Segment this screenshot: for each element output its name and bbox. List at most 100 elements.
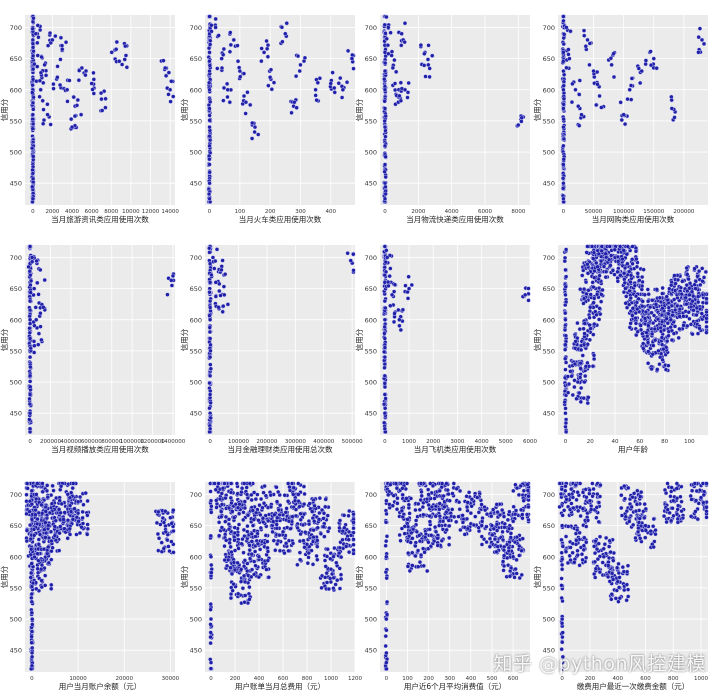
scatter-point [623, 281, 627, 285]
scatter-point [422, 564, 426, 568]
scatter-point [295, 106, 299, 110]
scatter-point [561, 106, 565, 110]
y-tick-label: 550 [10, 584, 22, 592]
scatter-point [676, 278, 680, 282]
scatter-point [27, 417, 31, 421]
scatter-point [280, 40, 284, 44]
scatter-point [383, 125, 387, 129]
scatter-point [672, 274, 676, 278]
x-tick-label: 0 [208, 439, 212, 445]
scatter-point [30, 617, 34, 621]
scatter-point [303, 492, 307, 496]
scatter-point [60, 47, 64, 51]
scatter-point [393, 312, 397, 316]
scatter-point [77, 78, 81, 82]
scatter-point [702, 42, 706, 46]
scatter-point [32, 527, 36, 531]
scatter-point [329, 580, 333, 584]
scatter-point [32, 351, 36, 355]
scatter-point [36, 53, 40, 57]
scatter-point [214, 498, 218, 502]
y-tick-label: 600 [543, 86, 555, 94]
scatter-point [26, 486, 30, 490]
scatter-point [266, 55, 270, 59]
scatter-point [405, 517, 409, 521]
scatter-point [384, 634, 388, 638]
x-axis-label: 用户年龄 [618, 444, 648, 454]
scatter-point [167, 71, 171, 75]
scatter-point [670, 106, 674, 110]
scatter-point [567, 57, 571, 61]
scatter-point [417, 533, 421, 537]
scatter-point [399, 539, 403, 543]
scatter-point [392, 494, 396, 498]
scatter-point [46, 113, 50, 117]
scatter-point [579, 400, 583, 404]
scatter-point [678, 315, 682, 319]
scatter-point [209, 504, 213, 508]
scatter-point [562, 102, 566, 106]
scatter-point [323, 505, 327, 509]
scatter-point [165, 538, 169, 542]
scatter-point [208, 336, 212, 340]
scatter-point [92, 92, 96, 96]
scatter-point [250, 498, 254, 502]
scatter-point [256, 542, 260, 546]
y-tick-label: 500 [10, 379, 22, 387]
scatter-point [76, 500, 80, 504]
scatter-point [242, 482, 246, 486]
scatter-point [30, 641, 34, 645]
scatter-point [245, 492, 249, 496]
scatter-point [34, 305, 38, 309]
scatter-point [232, 516, 236, 520]
scatter-point [76, 511, 80, 515]
scatter-point [385, 600, 389, 604]
scatter-point [303, 530, 307, 534]
scatter-point [114, 47, 118, 51]
scatter-point [437, 524, 441, 528]
scatter-point [207, 250, 211, 254]
scatter-point [651, 344, 655, 348]
scatter-point [339, 577, 343, 581]
x-axis-label: 当月金融理财类应用使用总次数 [228, 444, 333, 454]
scatter-point [613, 248, 617, 252]
scatter-point [406, 296, 410, 300]
scatter-point [92, 77, 96, 81]
y-tick-label: 650 [10, 522, 22, 530]
scatter-point [673, 324, 677, 328]
scatter-point [171, 95, 175, 99]
scatter-point [56, 64, 60, 68]
scatter-point [673, 308, 677, 312]
scatter-point [413, 544, 417, 548]
scatter-point [242, 600, 246, 604]
scatter-point [315, 98, 319, 102]
scatter-point [425, 569, 429, 573]
scatter-point [209, 367, 213, 371]
scatter-point [35, 259, 39, 263]
scatter-point [660, 313, 664, 317]
scatter-point [691, 332, 695, 336]
x-tick-label: 0 [208, 209, 212, 215]
scatter-point [237, 512, 241, 516]
scatter-point [242, 574, 246, 578]
scatter-point [660, 292, 664, 296]
scatter-point [580, 273, 584, 277]
scatter-point [39, 71, 43, 75]
scatter-point [266, 519, 270, 523]
scatter-point [419, 498, 423, 502]
scatter-point [382, 77, 386, 81]
scatter-point [327, 587, 331, 591]
scatter-point [660, 343, 664, 347]
scatter-point [582, 396, 586, 400]
scatter-point [635, 265, 639, 269]
scatter-point [49, 587, 53, 591]
scatter-point [685, 272, 689, 276]
scatter-point [229, 596, 233, 600]
scatter-point [399, 81, 403, 85]
scatter-point [436, 543, 440, 547]
scatter-point [262, 50, 266, 54]
scatter-point [410, 563, 414, 567]
scatter-point [445, 528, 449, 532]
scatter-point [248, 482, 252, 486]
scatter-point [241, 510, 245, 514]
